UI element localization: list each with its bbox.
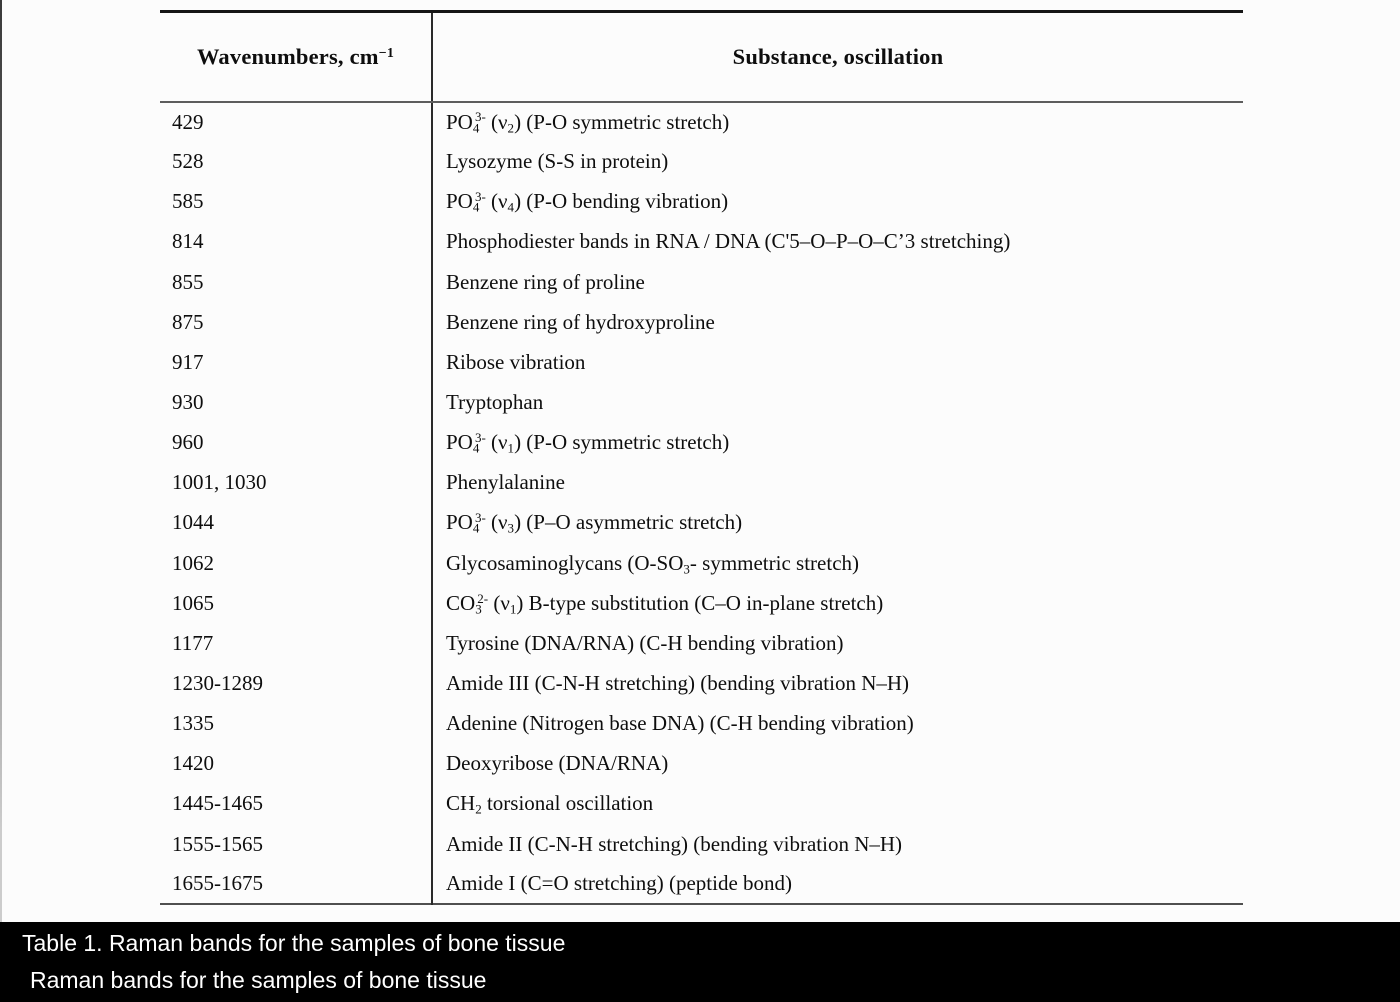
substance-cell: Tryptophan: [431, 382, 1243, 423]
substance-cell: Benzene ring of hydroxyproline: [431, 302, 1243, 343]
wavenumber-cell: 930: [172, 390, 204, 415]
table-row: 814 Phosphodiester bands in RNA / DNA (C…: [160, 221, 1243, 263]
raman-bands-table: Wavenumbers, cm−1 Substance, oscillation…: [160, 10, 1243, 906]
table-row: 930 Tryptophan: [160, 382, 1243, 423]
wavenumber-cell: 1555-1565: [172, 831, 263, 856]
wavenumber-cell: 1230-1289: [172, 671, 263, 696]
wavenumber-cell: 855: [172, 269, 204, 294]
table-row: 1065 CO32- (ν1) B-type substitution (C–O…: [160, 583, 1243, 624]
table-header-row: Wavenumbers, cm−1 Substance, oscillation: [160, 11, 1243, 103]
wavenumber-cell: 1044: [172, 510, 214, 535]
wavenumber-cell: 1445-1465: [172, 791, 263, 816]
page-left-edge-line: [0, 0, 2, 922]
substance-cell: Phenylalanine: [431, 462, 1243, 503]
wavenumber-cell: 960: [172, 430, 204, 455]
wavenumber-cell: 1065: [172, 590, 214, 615]
substance-cell: Adenine (Nitrogen base DNA) (C-H bending…: [431, 703, 1243, 744]
substance-cell: Deoxyribose (DNA/RNA): [431, 743, 1243, 784]
substance-cell: Phosphodiester bands in RNA / DNA (C'5–O…: [431, 221, 1243, 263]
table-row: 585 PO43- (ν4) (P-O bending vibration): [160, 181, 1243, 222]
wavenumber-cell: 1335: [172, 711, 214, 736]
table-row: 429 PO43- (ν2) (P-O symmetric stretch): [160, 101, 1243, 142]
table-row: 1044 PO43- (ν3) (P–O asymmetric stretch): [160, 502, 1243, 544]
substance-cell: Tyrosine (DNA/RNA) (C-H bending vibratio…: [431, 623, 1243, 664]
table-row: 960 PO43- (ν1) (P-O symmetric stretch): [160, 422, 1243, 463]
substance-cell: Amide I (C=O stretching) (peptide bond): [431, 864, 1243, 905]
table-row: 1655-1675 Amide I (C=O stretching) (pept…: [160, 864, 1243, 905]
table-row: 1062 Glycosaminoglycans (O-SO3- symmetri…: [160, 543, 1243, 584]
substance-cell: PO43- (ν4) (P-O bending vibration): [431, 181, 1243, 222]
wavenumber-cell: 875: [172, 309, 204, 334]
substance-cell: PO43- (ν1) (P-O symmetric stretch): [431, 422, 1243, 463]
substance-cell: CO32- (ν1) B-type substitution (C–O in-p…: [431, 583, 1243, 624]
wavenumber-cell: 917: [172, 349, 204, 374]
substance-cell: Ribose vibration: [431, 342, 1243, 383]
wavenumber-cell: 814: [172, 229, 204, 254]
table-row: 1420 Deoxyribose (DNA/RNA): [160, 743, 1243, 784]
table-row: 855 Benzene ring of proline: [160, 262, 1243, 303]
wavenumber-cell: 1420: [172, 751, 214, 776]
column-header-wavenumbers: Wavenumbers, cm−1: [160, 11, 432, 103]
substance-cell: Amide III (C-N-H stretching) (bending vi…: [431, 663, 1243, 704]
table-row: 917 Ribose vibration: [160, 342, 1243, 383]
wavenumber-cell: 429: [172, 109, 204, 134]
table-row: 1001, 1030 Phenylalanine: [160, 462, 1243, 503]
table-caption-primary: Table 1. Raman bands for the samples of …: [22, 930, 566, 956]
substance-cell: CH2 torsional oscillation: [431, 783, 1243, 825]
table-row: 1445-1465 CH2 torsional oscillation: [160, 783, 1243, 825]
table-row: 1335 Adenine (Nitrogen base DNA) (C-H be…: [160, 703, 1243, 744]
substance-cell: Lysozyme (S-S in protein): [431, 141, 1243, 182]
substance-cell: Benzene ring of proline: [431, 262, 1243, 303]
wavenumber-cell: 528: [172, 149, 204, 174]
caption-bar: Table 1. Raman bands for the samples of …: [0, 922, 1400, 1002]
wavenumber-cell: 1001, 1030: [172, 470, 267, 495]
substance-cell: PO43- (ν3) (P–O asymmetric stretch): [431, 502, 1243, 544]
table-row: 1177 Tyrosine (DNA/RNA) (C-H bending vib…: [160, 623, 1243, 664]
substance-cell: Amide II (C-N-H stretching) (bending vib…: [431, 824, 1243, 865]
table-row: 875 Benzene ring of hydroxyproline: [160, 302, 1243, 343]
wavenumber-cell: 1655-1675: [172, 871, 263, 896]
column-header-substance: Substance, oscillation: [431, 11, 1243, 103]
table-body: 429 PO43- (ν2) (P-O symmetric stretch) 5…: [160, 101, 1243, 905]
wavenumber-cell: 1177: [172, 630, 214, 655]
wavenumber-cell: 1062: [172, 550, 214, 575]
table-row: 528 Lysozyme (S-S in protein): [160, 141, 1243, 182]
table-caption-secondary: Raman bands for the samples of bone tiss…: [30, 967, 487, 993]
table-row: 1230-1289 Amide III (C-N-H stretching) (…: [160, 663, 1243, 704]
substance-cell: PO43- (ν2) (P-O symmetric stretch): [431, 101, 1243, 142]
substance-cell: Glycosaminoglycans (O-SO3- symmetric str…: [431, 543, 1243, 584]
wavenumber-cell: 585: [172, 189, 204, 214]
table-row: 1555-1565 Amide II (C-N-H stretching) (b…: [160, 824, 1243, 865]
